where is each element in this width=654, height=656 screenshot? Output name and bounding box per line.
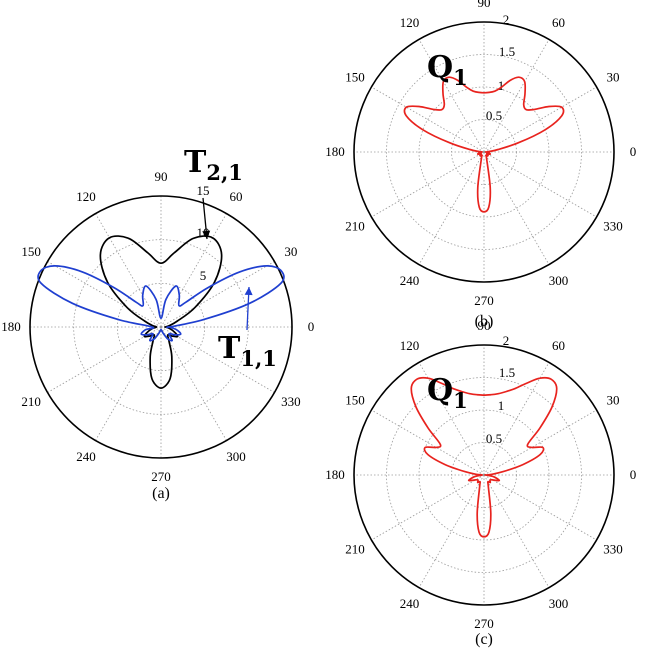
angle-tick-label: 60 bbox=[552, 15, 565, 30]
polar-chart-c: 0 30 60 90 120 150 180 210 240 270 300 330 0.5 1 1.5 2 Q… bbox=[325, 318, 636, 648]
angle-tick-label: 270 bbox=[474, 293, 494, 308]
angle-gridline bbox=[483, 39, 550, 153]
angle-tick-label: 120 bbox=[400, 338, 420, 353]
angle-tick-label: 0 bbox=[630, 467, 637, 482]
angle-tick-label: 180 bbox=[325, 144, 345, 159]
angle-tick-label: 150 bbox=[345, 70, 365, 85]
angle-tick-label: 180 bbox=[325, 467, 345, 482]
angle-tick-label: 300 bbox=[549, 596, 569, 611]
angle-tick-label: 180 bbox=[1, 319, 21, 334]
angle-gridline bbox=[418, 39, 485, 153]
angle-tick-label: 210 bbox=[345, 542, 365, 557]
angle-gridline bbox=[418, 474, 485, 588]
angle-tick-label: 240 bbox=[76, 449, 96, 464]
angle-tick-label: 300 bbox=[549, 273, 569, 288]
angle-tick-label: 150 bbox=[21, 244, 41, 259]
angle-gridline bbox=[371, 474, 485, 541]
angle-tick-label: 300 bbox=[226, 449, 246, 464]
annotation-label: Q1 bbox=[427, 373, 468, 413]
angle-gridline bbox=[483, 86, 597, 153]
radial-tick-label: 15 bbox=[197, 183, 210, 198]
polar-chart-b: 0 30 60 90 120 150 180 210 240 270 300 330 0.5 1 1.5 2 Q… bbox=[325, 0, 636, 330]
angle-tick-label: 60 bbox=[552, 338, 565, 353]
angle-gridline bbox=[483, 474, 550, 588]
angle-gridline bbox=[160, 213, 227, 328]
angle-tick-label: 0 bbox=[308, 319, 315, 334]
series-line-q1 bbox=[403, 76, 565, 213]
angle-gridline bbox=[95, 326, 162, 441]
angle-tick-label: 120 bbox=[400, 15, 420, 30]
angle-tick-label: 90 bbox=[478, 318, 491, 333]
series-line-q1 bbox=[410, 376, 558, 538]
angle-tick-label: 60 bbox=[230, 189, 243, 204]
angle-tick-label: 90 bbox=[478, 0, 491, 10]
angle-gridline bbox=[160, 261, 275, 328]
annotation-label: Q1 bbox=[427, 50, 468, 90]
angle-gridline bbox=[95, 213, 162, 328]
radial-tick-label: 1.5 bbox=[499, 365, 515, 380]
annotation-arrowhead bbox=[244, 287, 253, 296]
series-line-t21 bbox=[99, 235, 223, 389]
angle-tick-label: 330 bbox=[603, 542, 623, 557]
angle-tick-label: 240 bbox=[400, 596, 420, 611]
radial-tick-label: 1.5 bbox=[499, 44, 515, 59]
radial-tick-label: 1 bbox=[498, 398, 505, 413]
angle-tick-label: 90 bbox=[155, 169, 168, 184]
radial-gridline bbox=[116, 282, 206, 372]
angle-gridline bbox=[47, 261, 162, 328]
angle-tick-label: 210 bbox=[21, 394, 41, 409]
angle-tick-label: 210 bbox=[345, 219, 365, 234]
angle-tick-label: 120 bbox=[76, 189, 96, 204]
panel-caption: (c) bbox=[475, 631, 493, 648]
angle-tick-label: 150 bbox=[345, 393, 365, 408]
angle-gridline bbox=[483, 474, 597, 541]
angle-tick-label: 30 bbox=[284, 244, 297, 259]
angle-gridline bbox=[483, 362, 550, 476]
annotation-arrowhead bbox=[202, 230, 211, 239]
angle-tick-label: 240 bbox=[400, 273, 420, 288]
radial-tick-label: 2 bbox=[503, 333, 510, 348]
angle-gridline bbox=[483, 151, 550, 265]
panel-caption: (b) bbox=[475, 313, 494, 330]
angle-gridline bbox=[483, 151, 597, 218]
radial-tick-label: 5 bbox=[200, 268, 207, 283]
radial-tick-label: 0.5 bbox=[486, 108, 502, 123]
polar-frame bbox=[353, 344, 615, 606]
angle-gridline bbox=[483, 409, 597, 476]
angle-tick-label: 30 bbox=[607, 393, 620, 408]
angle-tick-label: 330 bbox=[603, 219, 623, 234]
polar-frame bbox=[29, 195, 293, 459]
radial-gridline bbox=[386, 377, 582, 573]
angle-gridline bbox=[160, 326, 275, 393]
angle-gridline bbox=[371, 86, 485, 153]
angle-gridline bbox=[47, 326, 162, 393]
angle-tick-label: 330 bbox=[281, 394, 301, 409]
radial-gridline bbox=[73, 239, 249, 415]
radial-gridline bbox=[418, 409, 550, 541]
annotation-label: T2,1 bbox=[184, 145, 243, 185]
radial-tick-label: 2 bbox=[503, 12, 510, 27]
angle-tick-label: 30 bbox=[607, 70, 620, 85]
angle-tick-label: 270 bbox=[474, 616, 494, 631]
radial-gridline bbox=[386, 54, 582, 250]
angle-tick-label: 0 bbox=[630, 144, 637, 159]
panel-caption: (a) bbox=[152, 485, 170, 502]
angle-gridline bbox=[418, 362, 485, 476]
polar-frame bbox=[353, 21, 615, 283]
radial-gridline bbox=[418, 86, 550, 218]
angle-gridline bbox=[418, 151, 485, 265]
angle-gridline bbox=[371, 151, 485, 218]
angle-gridline bbox=[371, 409, 485, 476]
angle-tick-label: 270 bbox=[151, 469, 171, 484]
angle-gridline bbox=[160, 326, 227, 441]
radial-tick-label: 0.5 bbox=[486, 431, 502, 446]
radial-tick-label: 1 bbox=[498, 78, 505, 93]
polar-chart-a: 030609012015018021024027030033051015T2,1… bbox=[1, 145, 314, 502]
series-line-t11 bbox=[37, 265, 285, 342]
annotation-label: T1,1 bbox=[218, 331, 277, 371]
